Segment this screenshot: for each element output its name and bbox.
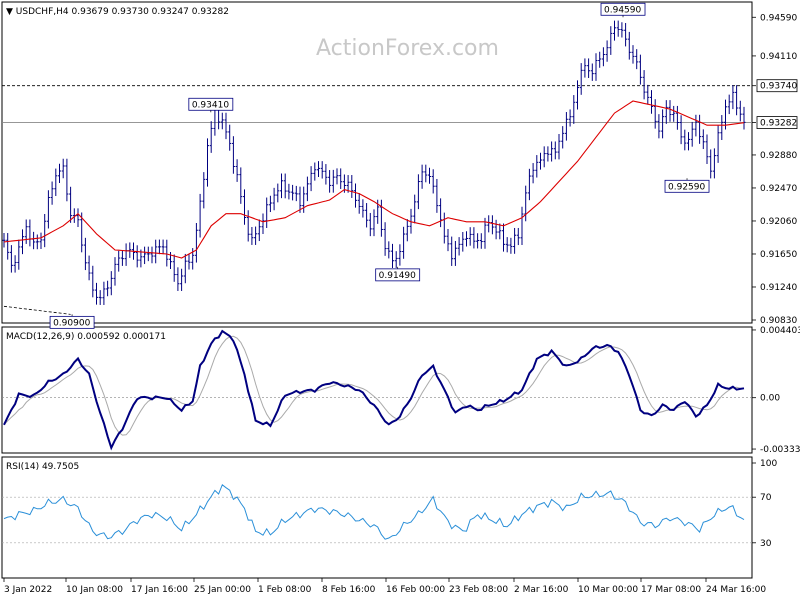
macd-header-label: MACD(12,26,9) 0.000592 0.000171 xyxy=(6,332,166,342)
axes: 3 Jan 2022 10 Jan 08:00 17 Jan 16:00 25 Jan… xyxy=(3,578,766,595)
x-tick-label: 3 Jan 2022 xyxy=(4,585,52,595)
price-y-tick-label: 0.94590 xyxy=(760,13,797,23)
annotation-box xyxy=(375,268,421,282)
price-marker-box xyxy=(756,116,798,129)
macd-y-tick-label: 0.00 xyxy=(760,394,780,404)
x-tick-label: 24 Mar 16:00 xyxy=(706,585,766,595)
price-marker-box xyxy=(756,79,798,93)
annotation-box xyxy=(600,2,646,16)
x-tick-label: 10 Jan 08:00 xyxy=(66,585,123,595)
annotation-box xyxy=(664,179,710,193)
macd-signal-line xyxy=(3,335,745,436)
rsi-y-tick-label: 100 xyxy=(760,459,777,469)
price-y-tick-label: 0.92060 xyxy=(760,217,797,227)
annotation-box xyxy=(188,97,234,111)
x-tick-label: 2 Mar 16:00 xyxy=(514,585,569,595)
trend-line-dashed xyxy=(3,305,71,315)
macd-panel-frame xyxy=(1,326,753,454)
rsi-line xyxy=(3,483,745,540)
rsi-plot: 100 70 30 xyxy=(2,459,777,549)
x-tick-label: 25 Jan 00:00 xyxy=(194,585,251,595)
annotation-label: 0.94590 xyxy=(604,5,641,15)
rsi-panel-frame xyxy=(1,456,753,579)
x-tick-label: 16 Feb 00:00 xyxy=(386,585,445,595)
price-y-tick-label: 0.91650 xyxy=(760,250,797,260)
price-ohlc: 0.93679 0.93730 0.93247 0.93282 xyxy=(72,7,229,17)
rsi-y-tick-label: 70 xyxy=(760,493,772,503)
x-tick-label: 23 Feb 08:00 xyxy=(449,585,508,595)
macd-plot: 0.004403 0.00 -0.003338 xyxy=(2,326,800,455)
price-y-tick-label: 0.93282 xyxy=(760,119,797,129)
annotation-label: 0.93410 xyxy=(192,100,229,110)
moving-average-line xyxy=(3,100,745,259)
annotation-label: 0.91490 xyxy=(379,271,416,281)
macd-line xyxy=(3,329,745,451)
annotation-box xyxy=(49,315,95,329)
price-header-arrow: ▼ xyxy=(6,7,16,17)
annotation-label: 0.90900 xyxy=(53,318,90,328)
price-symbol-label: ▼ USDCHF,H4 0.93679 0.93730 0.93247 0.93… xyxy=(6,7,229,17)
price-y-tick-label: 0.90830 xyxy=(760,316,797,326)
x-tick-label: 1 Feb 08:00 xyxy=(258,585,312,595)
price-panel-frame xyxy=(1,1,753,324)
macd-y-tick-label: -0.003338 xyxy=(760,445,800,455)
price-plot: 0.90900 0.93410 0.91490 0.94590 0.92590 0.945… xyxy=(2,2,798,329)
price-y-tick-label: 0.92470 xyxy=(760,184,797,194)
price-y-tick-label: 0.93740 xyxy=(760,82,797,92)
price-y-tick-label: 0.94110 xyxy=(760,52,797,62)
macd-y-tick-label: 0.004403 xyxy=(760,326,800,336)
price-y-tick-label: 0.92880 xyxy=(760,151,797,161)
x-tick-label: 10 Mar 00:00 xyxy=(578,585,638,595)
price-symbol-tf: USDCHF,H4 xyxy=(16,7,69,17)
price-y-tick-label: 0.91240 xyxy=(760,283,797,293)
x-tick-label: 17 Mar 08:00 xyxy=(641,585,701,595)
annotation-label: 0.92590 xyxy=(668,182,705,192)
x-tick-label: 17 Jan 16:00 xyxy=(131,585,188,595)
x-tick-label: 8 Feb 16:00 xyxy=(322,585,376,595)
rsi-header-label: RSI(14) 49.7505 xyxy=(6,462,79,472)
rsi-y-tick-label: 30 xyxy=(760,539,772,549)
watermark: ActionForex.com xyxy=(316,36,499,61)
